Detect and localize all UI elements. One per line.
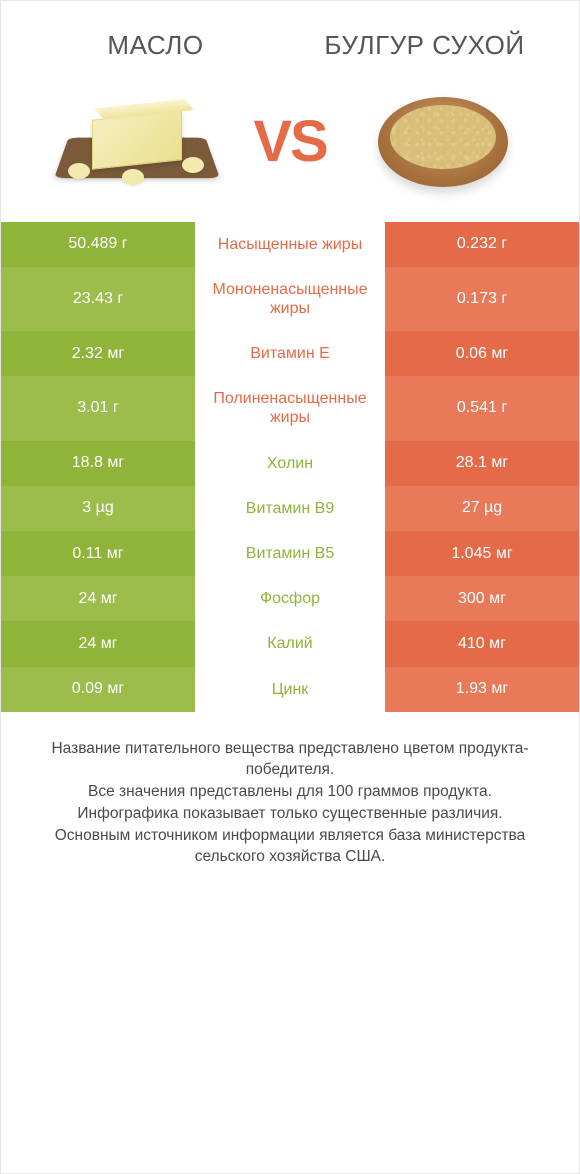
right-value: 1.93 мг <box>385 667 579 712</box>
right-value: 0.232 г <box>385 222 579 267</box>
footer-line: Название питательного вещества представл… <box>27 738 553 781</box>
footer-notes: Название питательного вещества представл… <box>1 712 579 868</box>
nutrient-label: Холин <box>195 441 385 486</box>
nutrient-row: 24 мгФосфор300 мг <box>1 576 579 621</box>
right-value: 0.06 мг <box>385 331 579 376</box>
vs-label: VS <box>253 108 326 175</box>
nutrient-label: Полиненасыщенные жиры <box>195 376 385 440</box>
left-value: 3 µg <box>1 486 195 531</box>
nutrient-row: 18.8 мгХолин28.1 мг <box>1 441 579 486</box>
nutrient-label: Насыщенные жиры <box>195 222 385 267</box>
nutrient-label: Мононенасыщенные жиры <box>195 267 385 331</box>
nutrient-label: Витамин B9 <box>195 486 385 531</box>
butter-icon <box>62 87 212 197</box>
nutrient-row: 24 мгКалий410 мг <box>1 621 579 666</box>
nutrient-row: 0.09 мгЦинк1.93 мг <box>1 667 579 712</box>
left-value: 23.43 г <box>1 267 195 331</box>
nutrient-row: 23.43 гМононенасыщенные жиры0.173 г <box>1 267 579 331</box>
left-value: 24 мг <box>1 621 195 666</box>
left-value: 50.489 г <box>1 222 195 267</box>
left-value: 3.01 г <box>1 376 195 440</box>
nutrient-label: Цинк <box>195 667 385 712</box>
right-value: 28.1 мг <box>385 441 579 486</box>
product-images-row: VS <box>1 72 579 222</box>
header: Масло Булгур сухой <box>1 1 579 72</box>
footer-line: Инфографика показывает только существенн… <box>27 803 553 825</box>
nutrient-row: 0.11 мгВитамин B51.045 мг <box>1 531 579 576</box>
nutrient-row: 50.489 гНасыщенные жиры0.232 г <box>1 222 579 267</box>
right-value: 27 µg <box>385 486 579 531</box>
footer-line: Основным источником информации является … <box>27 825 553 868</box>
right-value: 410 мг <box>385 621 579 666</box>
nutrient-table: 50.489 гНасыщенные жиры0.232 г23.43 гМон… <box>1 222 579 712</box>
nutrient-row: 3.01 гПолиненасыщенные жиры0.541 г <box>1 376 579 440</box>
left-product-title: Масло <box>21 29 290 62</box>
right-value: 300 мг <box>385 576 579 621</box>
right-value: 0.541 г <box>385 376 579 440</box>
left-product-image <box>57 82 217 202</box>
footer-line: Все значения представлены для 100 граммо… <box>27 781 553 803</box>
left-value: 0.09 мг <box>1 667 195 712</box>
nutrient-label: Витамин B5 <box>195 531 385 576</box>
right-product-image <box>363 82 523 202</box>
left-value: 18.8 мг <box>1 441 195 486</box>
right-value: 1.045 мг <box>385 531 579 576</box>
nutrient-row: 3 µgВитамин B927 µg <box>1 486 579 531</box>
bulgur-bowl-icon <box>373 92 513 192</box>
nutrient-label: Фосфор <box>195 576 385 621</box>
left-value: 0.11 мг <box>1 531 195 576</box>
nutrient-label: Витамин E <box>195 331 385 376</box>
nutrient-row: 2.32 мгВитамин E0.06 мг <box>1 331 579 376</box>
left-value: 24 мг <box>1 576 195 621</box>
nutrient-label: Калий <box>195 621 385 666</box>
right-value: 0.173 г <box>385 267 579 331</box>
left-value: 2.32 мг <box>1 331 195 376</box>
right-product-title: Булгур сухой <box>290 29 559 62</box>
